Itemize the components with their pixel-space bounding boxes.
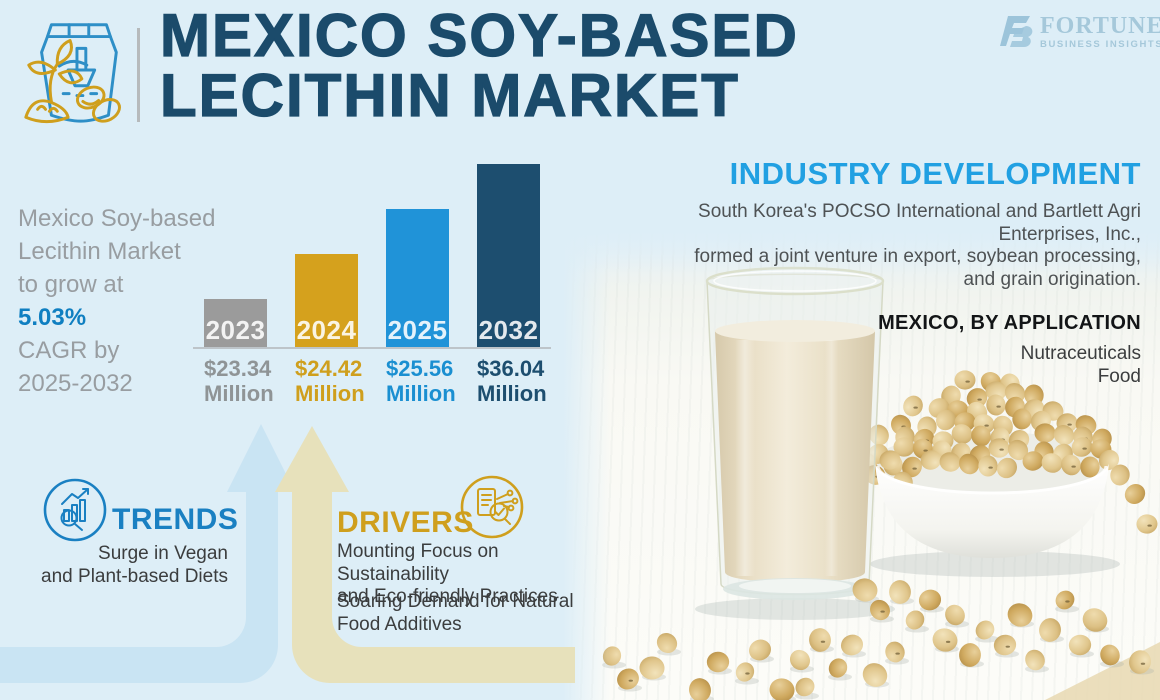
brand-tagline: BUSINESS INSIGHTS xyxy=(1040,39,1160,50)
bar-year-label: 2024 xyxy=(296,315,357,345)
fortune-business-insights-logo: FORTUNE BUSINESS INSIGHTS xyxy=(1000,14,1160,54)
drivers-item: Soaring Demand for Natural Food Additive… xyxy=(337,591,597,636)
drivers-item-line: Soaring Demand for Natural xyxy=(337,591,574,612)
bar-year-label: 2023 xyxy=(205,315,266,345)
chart-bar-2032: 2032 xyxy=(477,164,540,347)
growth-note-line: Lecithin Market xyxy=(18,238,181,265)
brand-name: FORTUNE xyxy=(1040,13,1160,39)
bar-year-label: 2032 xyxy=(478,315,539,345)
application-item: Food xyxy=(1097,366,1141,387)
application-section: MEXICO, BY APPLICATION Nutraceuticals Fo… xyxy=(700,312,1141,388)
trends-analysis-icon xyxy=(43,478,107,542)
trends-item-line: and Plant-based Diets xyxy=(41,565,228,587)
soy-milk-photo xyxy=(563,232,1160,700)
bar-value-label: $36.04 Million xyxy=(477,356,547,406)
growth-note-line: 2025-2032 xyxy=(18,370,133,397)
growth-note-line: CAGR by xyxy=(18,337,120,364)
page-title: MEXICO SOY-BASED LECITHIN MARKET xyxy=(159,2,920,129)
drivers-item-line: Food Additives xyxy=(337,613,462,635)
growth-note-line: Mexico Soy-based xyxy=(18,205,216,232)
trends-item-line: Surge in Vegan xyxy=(98,543,228,564)
header-divider xyxy=(137,28,140,122)
application-heading: MEXICO, BY APPLICATION xyxy=(878,312,1141,334)
industry-development-line: South Korea's POCSO International and Ba… xyxy=(698,201,1141,245)
bar-value-labels: $23.34 Million $24.42 Million $25.56 Million $… xyxy=(193,356,593,406)
application-item: Nutraceuticals xyxy=(1020,343,1141,364)
growth-note-line: to grow at xyxy=(18,271,124,298)
drivers-research-icon xyxy=(460,475,524,539)
chart-bar-2025: 2025 xyxy=(386,209,449,347)
scattered-soybeans xyxy=(602,578,1154,700)
industry-development-line: and grain origination. xyxy=(963,268,1141,290)
soybean-bowl xyxy=(856,370,1158,577)
brand-text: FORTUNE BUSINESS INSIGHTS xyxy=(1040,14,1160,50)
fbi-monogram-icon xyxy=(1000,16,1033,47)
soy-photo-illustration xyxy=(602,266,1160,700)
chart-bar-2023: 2023 xyxy=(204,299,267,347)
cagr-value: 5.03% xyxy=(18,304,87,331)
soy-flour-bag-icon xyxy=(24,23,121,124)
growth-note: Mexico Soy-based Lecithin Market to grow… xyxy=(18,202,218,400)
industry-development-line: formed a joint venture in export, soybea… xyxy=(694,246,1141,267)
chart-bar-2024: 2024 xyxy=(295,254,358,347)
trends-heading: TRENDS xyxy=(112,503,239,536)
industry-development-section: INDUSTRY DEVELOPMENT South Korea's POCSO… xyxy=(600,156,1141,291)
drivers-item-line: Mounting Focus on Sustainability xyxy=(337,541,499,585)
bar-year-label: 2025 xyxy=(387,315,448,345)
bar-value-label: $23.34 Million xyxy=(204,356,274,406)
market-size-bar-chart: 2023 2024 2025 2032 xyxy=(193,155,551,349)
bar-value-label: $25.56 Million xyxy=(386,356,456,406)
trends-item: Surge in Vegan and Plant-based Diets xyxy=(30,543,228,588)
soy-milk-glass xyxy=(695,266,895,620)
drivers-heading: DRIVERS xyxy=(337,506,474,539)
industry-development-heading: INDUSTRY DEVELOPMENT xyxy=(729,156,1141,191)
page-title-line1: MEXICO SOY-BASED xyxy=(159,2,799,69)
page-title-line2: LECITHIN MARKET xyxy=(159,62,740,129)
bar-value-label: $24.42 Million xyxy=(295,356,365,406)
